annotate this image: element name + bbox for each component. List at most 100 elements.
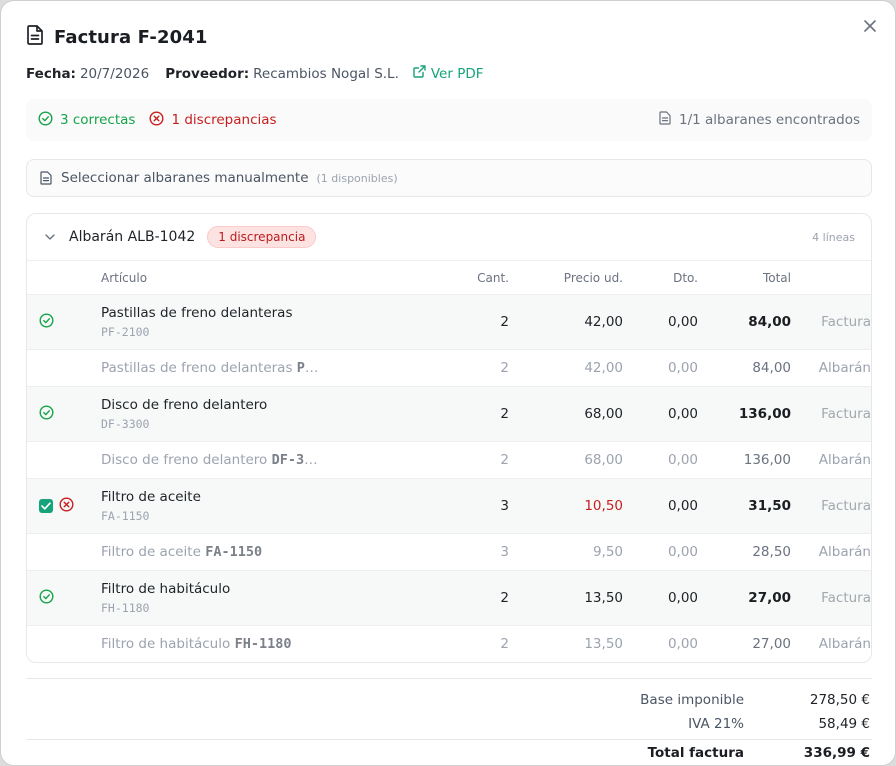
source-label: Factura bbox=[791, 386, 871, 442]
line-count: 4 líneas bbox=[812, 230, 855, 244]
albaranes-found-label: 1/1 albaranes encontrados bbox=[679, 112, 860, 128]
article-code: PF-2100 bbox=[101, 325, 150, 339]
total-cell: 31,50 bbox=[698, 478, 791, 534]
qty-cell: 2 bbox=[401, 570, 509, 626]
delivery-row: Filtro de aceite FA-1150 3 9,50 0,00 28,… bbox=[27, 533, 871, 571]
close-icon[interactable] bbox=[859, 15, 881, 37]
header-article: Artículo bbox=[101, 261, 401, 295]
manual-select-button[interactable]: Seleccionar albaranes manualmente (1 dis… bbox=[26, 159, 872, 197]
external-link-icon bbox=[413, 65, 426, 82]
total-cell: 28,50 bbox=[698, 533, 791, 571]
summary-bar: 3 correctas 1 discrepancias 1/1 albarane… bbox=[26, 99, 872, 141]
price-cell: 42,00 bbox=[509, 349, 623, 387]
view-pdf-label: Ver PDF bbox=[430, 65, 484, 82]
view-pdf-link[interactable]: Ver PDF bbox=[413, 65, 484, 82]
qty-cell: 2 bbox=[500, 636, 509, 653]
price-cell: 13,50 bbox=[584, 636, 623, 653]
delivery-row: Pastillas de freno delanteras PF... 2 42… bbox=[27, 349, 871, 387]
header-source bbox=[791, 261, 871, 295]
article-name: Disco de freno delantero bbox=[101, 397, 268, 413]
article-code: PF... bbox=[296, 360, 321, 376]
source-label: Albarán bbox=[791, 533, 871, 571]
check-circle-icon bbox=[39, 404, 54, 424]
delivery-row: Disco de freno delantero DF-33... 2 68,0… bbox=[27, 441, 871, 479]
date-label: Fecha: bbox=[26, 65, 76, 82]
check-circle-icon bbox=[39, 312, 54, 332]
article-name: Filtro de habitáculo bbox=[101, 581, 231, 597]
article-code: DF-33... bbox=[271, 452, 321, 468]
base-value: 278,50 € bbox=[809, 692, 870, 708]
invoice-row: Filtro de habitáculo FH-1180 2 13,50 0,0… bbox=[27, 570, 871, 626]
discount-cell: 0,00 bbox=[623, 441, 698, 479]
article-name: Pastillas de freno delanteras bbox=[101, 360, 293, 376]
price-cell: 42,00 bbox=[509, 294, 623, 350]
invoice-meta: Fecha: 20/7/2026 Proveedor: Recambios No… bbox=[26, 65, 484, 82]
manual-select-label: Seleccionar albaranes manualmente bbox=[61, 170, 309, 186]
discount-cell: 0,00 bbox=[667, 636, 698, 653]
header-total: Total bbox=[698, 261, 791, 295]
source-label: Factura bbox=[791, 478, 871, 534]
qty-cell: 2 bbox=[401, 294, 509, 350]
chevron-down-icon[interactable] bbox=[45, 234, 55, 240]
title-row: Factura F-2041 bbox=[26, 25, 207, 49]
total-cell: 27,00 bbox=[752, 636, 791, 653]
header-price: Precio ud. bbox=[509, 261, 623, 295]
base-row: Base imponible 278,50 € bbox=[564, 692, 870, 708]
check-circle-icon bbox=[39, 588, 54, 608]
total-cell: 84,00 bbox=[698, 294, 791, 350]
article-code: FH-1180 bbox=[101, 601, 150, 615]
divider bbox=[26, 739, 872, 740]
check-circle-icon bbox=[38, 110, 53, 130]
discrepancy-label: 1 discrepancias bbox=[171, 112, 277, 128]
checkbox-icon[interactable] bbox=[39, 499, 53, 513]
divider bbox=[26, 678, 872, 679]
article-code: FA-1150 bbox=[205, 544, 263, 560]
total-cell: 84,00 bbox=[698, 349, 791, 387]
x-circle-icon bbox=[59, 496, 74, 516]
article-code: FA-1150 bbox=[101, 509, 150, 523]
article-name: Filtro de aceite bbox=[101, 489, 201, 505]
document-icon bbox=[40, 171, 52, 185]
source-label: Albarán bbox=[791, 349, 871, 387]
document-icon bbox=[26, 25, 44, 49]
discount-cell: 0,00 bbox=[623, 349, 698, 387]
lines-table: Artículo Cant. Precio ud. Dto. Total bbox=[27, 261, 871, 662]
source-label: Factura bbox=[791, 570, 871, 626]
total-cell: 136,00 bbox=[698, 386, 791, 442]
total-row: Total factura 336,99 € bbox=[564, 745, 870, 761]
iva-value: 58,49 € bbox=[818, 716, 870, 732]
article-code: DF-3300 bbox=[101, 417, 150, 431]
qty-cell: 2 bbox=[401, 441, 509, 479]
header-qty: Cant. bbox=[401, 261, 509, 295]
page-title: Factura F-2041 bbox=[54, 26, 208, 48]
correct-label: 3 correctas bbox=[60, 112, 136, 128]
discrepancy-count: 1 discrepancias bbox=[149, 110, 277, 130]
discount-cell: 0,00 bbox=[623, 478, 698, 534]
price-cell: 68,00 bbox=[509, 441, 623, 479]
correct-count: 3 correctas bbox=[38, 110, 136, 130]
qty-cell: 3 bbox=[401, 478, 509, 534]
discount-cell: 0,00 bbox=[623, 386, 698, 442]
albaran-name: Albarán ALB-1042 bbox=[69, 229, 196, 245]
albaran-header[interactable]: Albarán ALB-1042 1 discrepancia 4 líneas bbox=[27, 214, 871, 261]
source-label: Albarán bbox=[818, 636, 871, 653]
supplier-value: Recambios Nogal S.L. bbox=[253, 65, 399, 82]
qty-cell: 3 bbox=[401, 533, 509, 571]
x-circle-icon bbox=[149, 110, 164, 130]
albaran-card: Albarán ALB-1042 1 discrepancia 4 líneas… bbox=[26, 213, 872, 663]
discount-cell: 0,00 bbox=[623, 570, 698, 626]
header-discount: Dto. bbox=[623, 261, 698, 295]
total-cell: 27,00 bbox=[698, 570, 791, 626]
total-value: 336,99 € bbox=[803, 745, 870, 761]
discount-cell: 0,00 bbox=[623, 294, 698, 350]
price-cell: 10,50 bbox=[509, 478, 623, 534]
total-label: Total factura bbox=[647, 745, 744, 761]
article-name: Filtro de aceite bbox=[101, 544, 201, 560]
qty-cell: 2 bbox=[401, 349, 509, 387]
invoice-row: Filtro de aceite FA-1150 3 10,50 0,00 31… bbox=[27, 478, 871, 534]
invoice-row: Disco de freno delantero DF-3300 2 68,00… bbox=[27, 386, 871, 442]
supplier-label: Proveedor: bbox=[165, 65, 250, 82]
available-count: (1 disponibles) bbox=[316, 171, 398, 185]
discount-cell: 0,00 bbox=[623, 533, 698, 571]
header-status bbox=[27, 261, 101, 295]
